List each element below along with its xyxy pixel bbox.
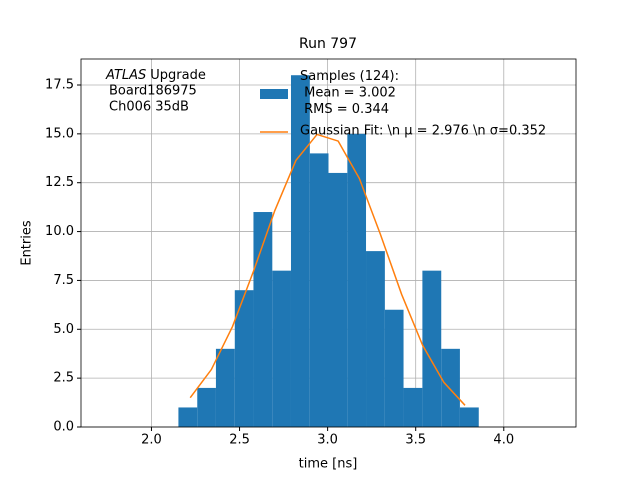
y-tick-label: 7.5 — [53, 273, 74, 288]
annotation: ATLAS Upgrade — [105, 68, 206, 83]
legend-label: Samples (124): Mean = 3.002 RMS = 0.344 — [300, 69, 399, 117]
bar — [441, 348, 460, 427]
y-tick-label: 12.5 — [45, 175, 74, 190]
bar — [215, 348, 235, 427]
y-tick-label: 0.0 — [53, 420, 74, 435]
bar — [178, 407, 198, 427]
bar — [290, 75, 310, 428]
bar — [347, 133, 367, 427]
legend-label: Gaussian Fit: \n μ = 2.976 \n σ=0.352 — [300, 124, 546, 139]
annotation-line: Upgrade — [150, 68, 206, 83]
y-tick-label: 2.5 — [53, 371, 74, 386]
x-tick-label: 2.5 — [229, 433, 250, 448]
fit-line — [189, 133, 466, 406]
bar — [366, 251, 385, 427]
bar — [253, 212, 273, 427]
bar — [309, 153, 329, 428]
bar — [384, 309, 404, 427]
bar — [459, 407, 479, 427]
bar — [234, 290, 254, 427]
x-tick-label: 3.5 — [405, 433, 426, 448]
x-tick-label: 2.0 — [141, 433, 162, 448]
bar — [272, 270, 291, 427]
legend-line: RMS = 0.344 — [300, 102, 389, 117]
x-tick-label: 3.0 — [317, 433, 338, 448]
y-tick-label: 17.5 — [45, 77, 74, 92]
annotation-emphasis: ATLAS — [105, 68, 146, 83]
bar — [422, 270, 442, 427]
legend-line: Mean = 3.002 — [300, 85, 396, 100]
y-tick-label: 15.0 — [45, 126, 74, 141]
annotation-line: Board186975 — [109, 84, 197, 99]
legend-swatch — [260, 89, 288, 99]
y-tick-label: 5.0 — [53, 322, 74, 337]
annotation-line: Ch006 35dB — [109, 100, 189, 115]
y-axis-label: Entries — [20, 220, 35, 266]
plot-frame — [80, 58, 577, 428]
bar — [403, 387, 423, 427]
bars — [178, 75, 479, 428]
bar — [197, 387, 216, 427]
chart-title: Run 797 — [299, 36, 357, 52]
x-tick-label: 4.0 — [493, 433, 514, 448]
bar — [328, 172, 348, 427]
y-tick-label: 10.0 — [45, 224, 74, 239]
legend-line: Samples (124): — [300, 69, 399, 84]
x-axis-label: time [ns] — [299, 457, 358, 472]
